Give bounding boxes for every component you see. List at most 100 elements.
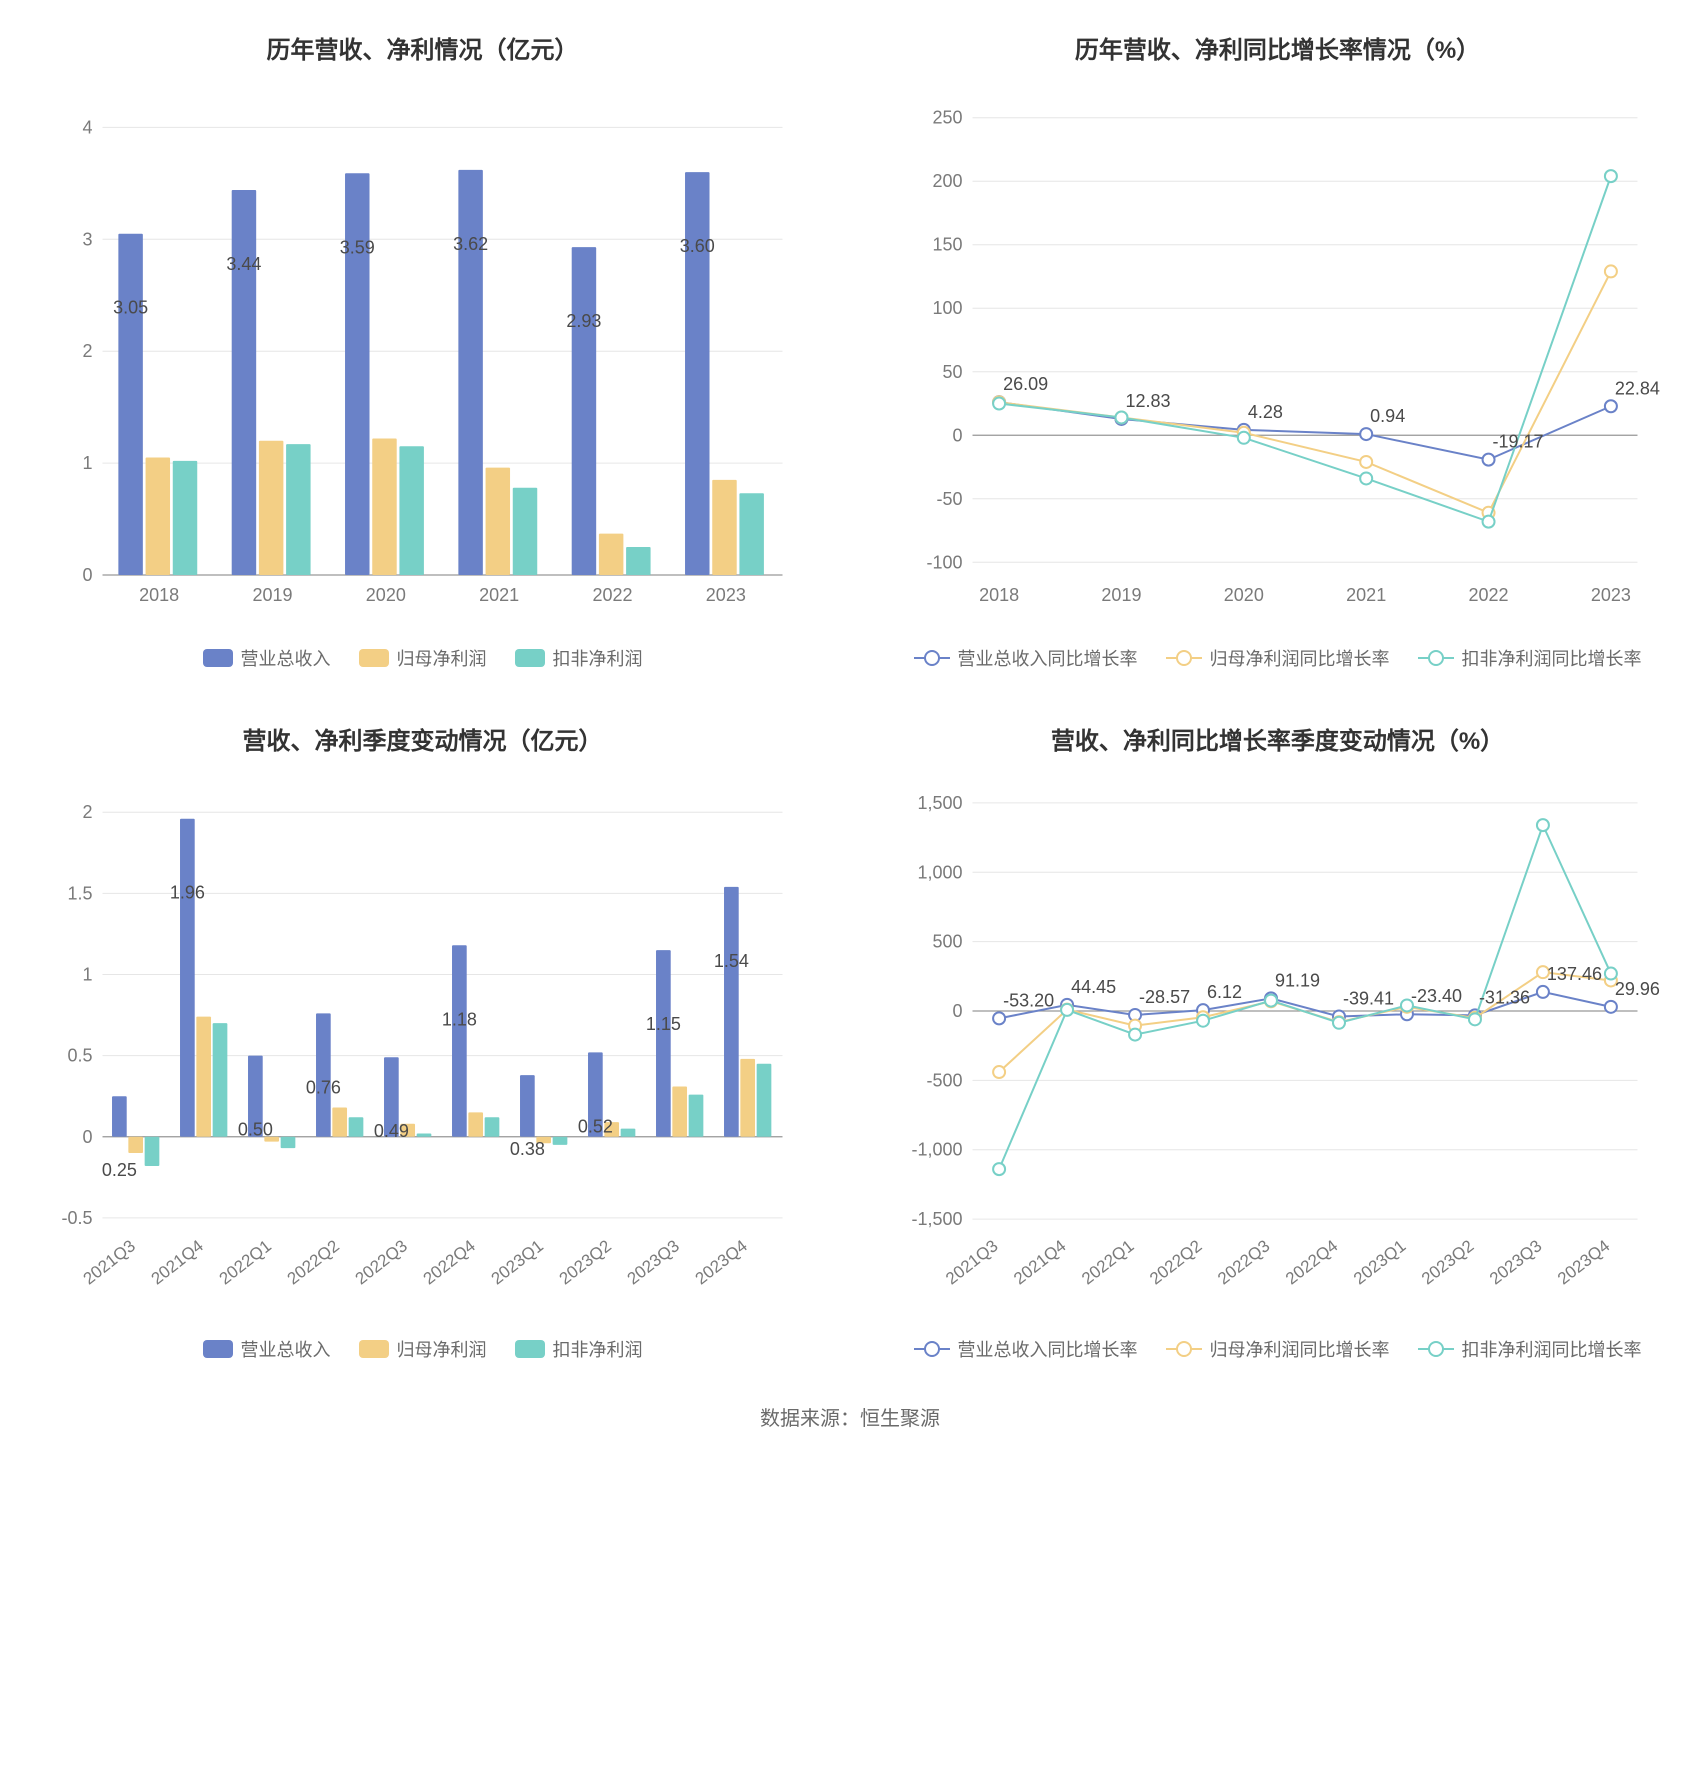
svg-text:2019: 2019 (252, 585, 292, 605)
chart1-legend: 营业总收入 归母净利润 扣非净利润 (20, 645, 825, 671)
svg-text:1.15: 1.15 (646, 1014, 681, 1034)
chart3-legend: 营业总收入 归母净利润 扣非净利润 (20, 1336, 825, 1362)
svg-text:2023: 2023 (706, 585, 746, 605)
svg-text:2: 2 (82, 341, 92, 361)
svg-text:2022Q4: 2022Q4 (1282, 1236, 1341, 1288)
svg-text:0: 0 (952, 1001, 962, 1021)
svg-text:2023Q4: 2023Q4 (1554, 1236, 1613, 1288)
svg-text:-500: -500 (926, 1070, 962, 1090)
svg-text:1: 1 (82, 964, 92, 984)
svg-text:2022Q1: 2022Q1 (216, 1236, 275, 1288)
legend-item: 归母净利润同比增长率 (1166, 1336, 1390, 1362)
svg-text:6.12: 6.12 (1207, 982, 1242, 1002)
legend-label: 营业总收入同比增长率 (958, 645, 1138, 671)
legend-label: 扣非净利润 (553, 645, 643, 671)
chart2-legend: 营业总收入同比增长率 归母净利润同比增长率 扣非净利润同比增长率 (875, 645, 1680, 671)
legend-label: 扣非净利润同比增长率 (1462, 1336, 1642, 1362)
svg-text:1.5: 1.5 (67, 883, 92, 903)
svg-text:500: 500 (932, 932, 962, 952)
svg-text:3.59: 3.59 (340, 237, 375, 257)
svg-text:2021: 2021 (1346, 585, 1386, 605)
legend-label: 营业总收入 (241, 1336, 331, 1362)
svg-text:250: 250 (932, 108, 962, 128)
svg-text:0.52: 0.52 (578, 1116, 613, 1136)
legend-label: 归母净利润同比增长率 (1210, 1336, 1390, 1362)
svg-text:2021Q4: 2021Q4 (1010, 1236, 1069, 1288)
svg-text:-23.40: -23.40 (1411, 986, 1462, 1006)
svg-text:2023Q1: 2023Q1 (488, 1236, 547, 1288)
legend-item: 归母净利润同比增长率 (1166, 645, 1390, 671)
svg-text:12.83: 12.83 (1125, 391, 1170, 411)
chart3-area: -0.500.511.520.252021Q31.962021Q40.50202… (20, 786, 825, 1306)
legend-item: 扣非净利润 (515, 1336, 643, 1362)
svg-text:0.25: 0.25 (102, 1160, 137, 1180)
svg-text:44.45: 44.45 (1071, 977, 1116, 997)
legend-swatch (203, 649, 233, 667)
svg-text:2022: 2022 (1469, 585, 1509, 605)
svg-text:2018: 2018 (979, 585, 1019, 605)
svg-text:2021Q4: 2021Q4 (148, 1236, 207, 1288)
svg-text:2023: 2023 (1591, 585, 1631, 605)
panel-chart1: 历年营收、净利情况（亿元） 012343.0520183.4420193.592… (20, 20, 825, 671)
svg-text:2023Q1: 2023Q1 (1350, 1236, 1409, 1288)
svg-text:2021Q3: 2021Q3 (80, 1236, 139, 1288)
chart3-title: 营收、净利季度变动情况（亿元） (20, 721, 825, 756)
svg-text:1,500: 1,500 (917, 793, 962, 813)
svg-text:1.54: 1.54 (714, 951, 749, 971)
legend-swatch (359, 1340, 389, 1358)
svg-text:0: 0 (952, 425, 962, 445)
svg-text:4: 4 (82, 117, 92, 137)
svg-text:3.05: 3.05 (113, 298, 148, 318)
svg-text:2023Q2: 2023Q2 (1418, 1236, 1477, 1288)
chart1-area: 012343.0520183.4420193.5920203.6220212.9… (20, 95, 825, 615)
svg-text:22.84: 22.84 (1615, 378, 1660, 398)
svg-text:0.49: 0.49 (374, 1121, 409, 1141)
svg-text:0.5: 0.5 (67, 1046, 92, 1066)
chart4-title: 营收、净利同比增长率季度变动情况（%） (875, 721, 1680, 756)
legend-label: 归母净利润同比增长率 (1210, 645, 1390, 671)
svg-text:3.44: 3.44 (226, 254, 261, 274)
legend-swatch (914, 1342, 950, 1356)
svg-text:1: 1 (82, 453, 92, 473)
svg-text:-19.17: -19.17 (1493, 432, 1544, 452)
legend-label: 营业总收入 (241, 645, 331, 671)
legend-item: 扣非净利润同比增长率 (1418, 645, 1642, 671)
legend-swatch (1418, 1342, 1454, 1356)
chart2-area: -100-5005010015020025026.0912.834.280.94… (875, 95, 1680, 615)
svg-text:2021Q3: 2021Q3 (942, 1236, 1001, 1288)
svg-text:2022: 2022 (592, 585, 632, 605)
legend-item: 营业总收入 (203, 645, 331, 671)
legend-item: 营业总收入同比增长率 (914, 1336, 1138, 1362)
legend-swatch (1418, 651, 1454, 665)
legend-item: 营业总收入同比增长率 (914, 645, 1138, 671)
legend-label: 营业总收入同比增长率 (958, 1336, 1138, 1362)
svg-text:0.94: 0.94 (1370, 406, 1405, 426)
svg-text:2023Q2: 2023Q2 (556, 1236, 615, 1288)
svg-text:137.46: 137.46 (1547, 964, 1602, 984)
legend-label: 归母净利润 (397, 1336, 487, 1362)
svg-text:-53.20: -53.20 (1003, 990, 1054, 1010)
svg-text:-1,500: -1,500 (911, 1209, 962, 1229)
svg-text:3: 3 (82, 229, 92, 249)
svg-text:1,000: 1,000 (917, 862, 962, 882)
svg-text:0: 0 (82, 1127, 92, 1147)
legend-item: 扣非净利润 (515, 645, 643, 671)
svg-text:100: 100 (932, 298, 962, 318)
legend-swatch (1166, 1342, 1202, 1356)
svg-text:29.96: 29.96 (1615, 979, 1660, 999)
legend-swatch (515, 649, 545, 667)
legend-swatch (1166, 651, 1202, 665)
svg-text:1.18: 1.18 (442, 1009, 477, 1029)
legend-swatch (914, 651, 950, 665)
legend-label: 归母净利润 (397, 645, 487, 671)
svg-text:200: 200 (932, 171, 962, 191)
svg-text:26.09: 26.09 (1003, 374, 1048, 394)
svg-text:3.62: 3.62 (453, 234, 488, 254)
svg-text:50: 50 (942, 362, 962, 382)
svg-text:-0.5: -0.5 (61, 1208, 92, 1228)
panel-chart2: 历年营收、净利同比增长率情况（%） -100-50050100150200250… (875, 20, 1680, 671)
svg-text:0.38: 0.38 (510, 1139, 545, 1159)
svg-text:-1,000: -1,000 (911, 1140, 962, 1160)
svg-text:3.60: 3.60 (680, 236, 715, 256)
svg-text:0.76: 0.76 (306, 1077, 341, 1097)
